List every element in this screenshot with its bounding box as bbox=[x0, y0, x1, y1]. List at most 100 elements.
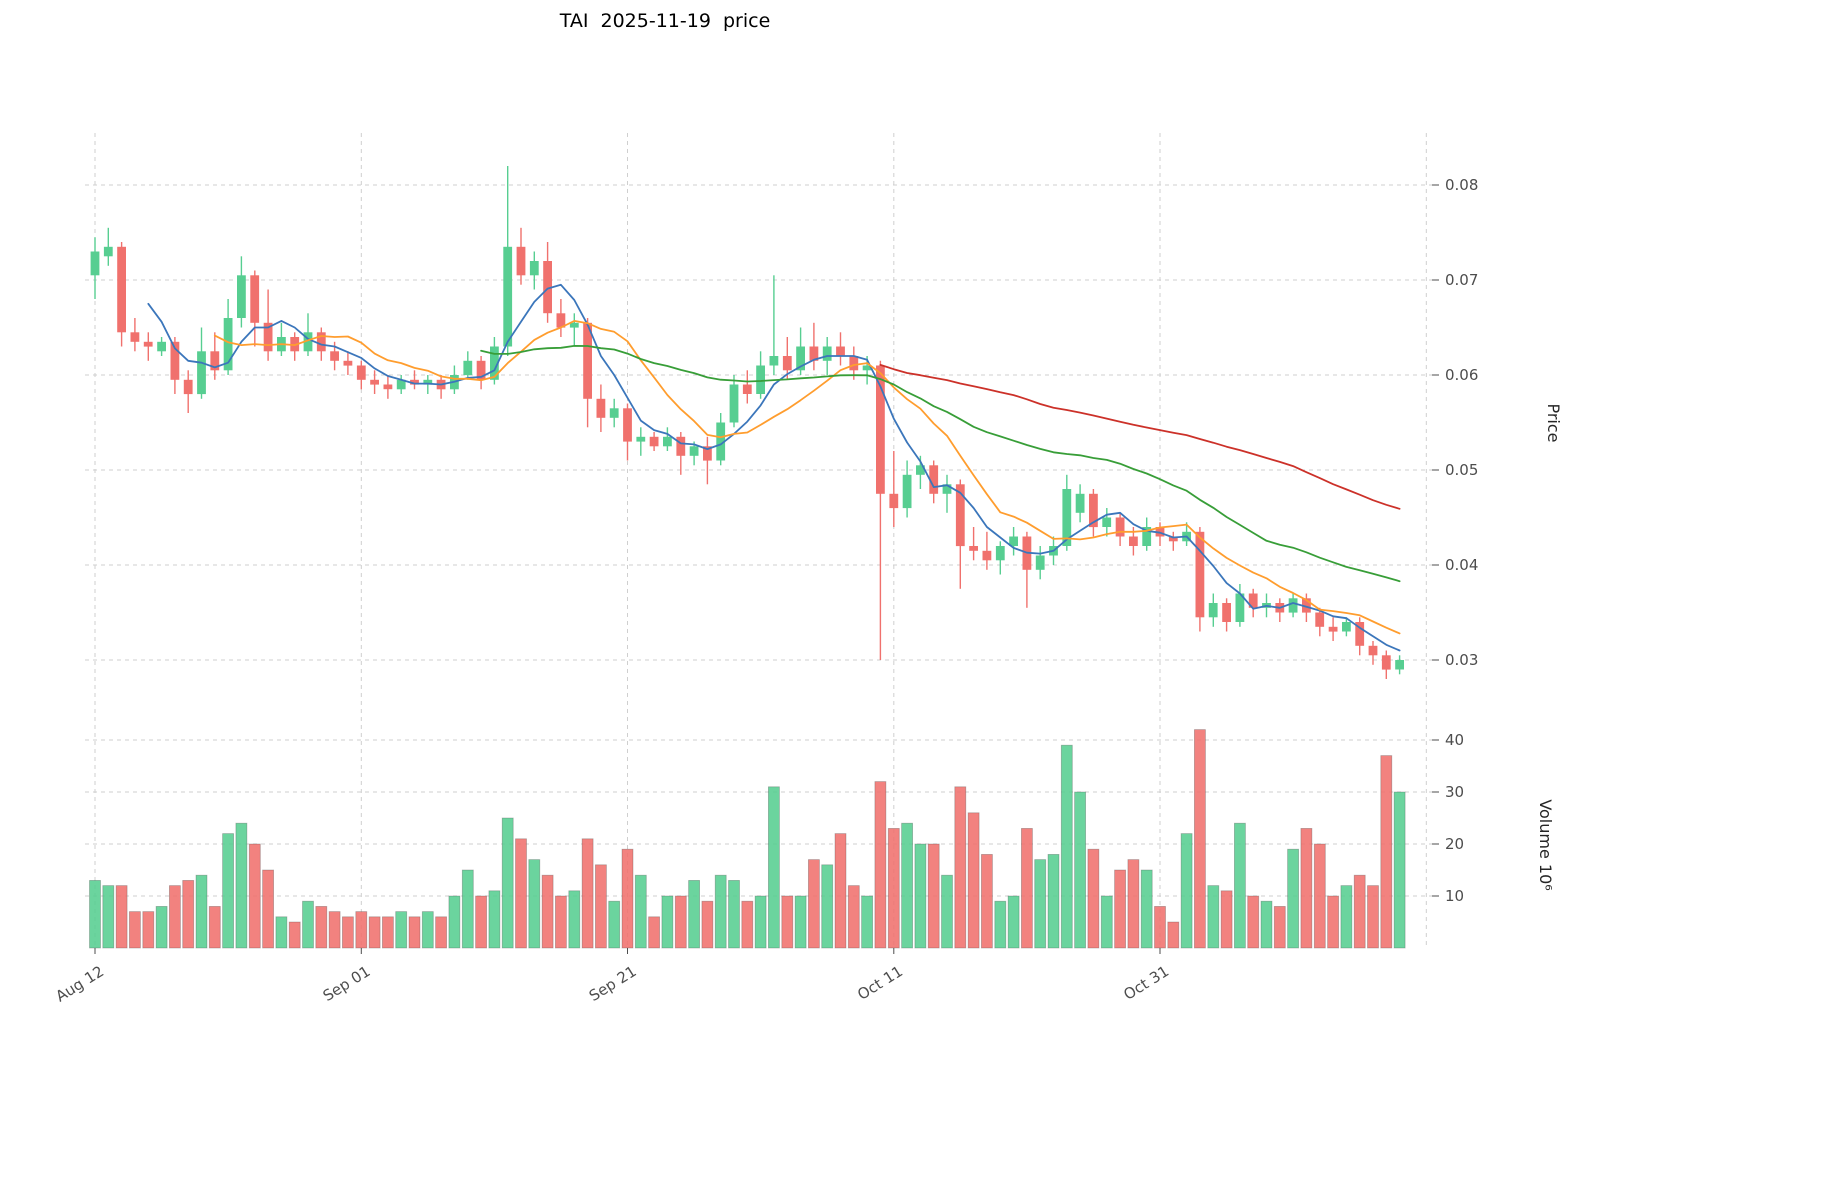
candle-body bbox=[663, 436, 672, 447]
x-tick-label: Oct 31 bbox=[1120, 962, 1172, 1004]
volume-tick-label: 20 bbox=[1445, 835, 1464, 853]
candle-body bbox=[503, 246, 513, 347]
candle-body bbox=[356, 365, 366, 380]
candle-body bbox=[490, 346, 499, 380]
y-axis-ticks: 0.03 0.04 0.05 0.06 0.07 0.08 10 20 30 40 bbox=[1432, 176, 1478, 905]
volume-bar bbox=[475, 895, 488, 949]
candle-body bbox=[969, 546, 978, 551]
volume-bar bbox=[621, 848, 634, 949]
volume-bar bbox=[688, 880, 700, 949]
candle-body bbox=[849, 356, 859, 371]
volume-bar bbox=[648, 916, 660, 949]
candle-body bbox=[463, 360, 473, 376]
volume-bar bbox=[834, 833, 847, 949]
volume-bar bbox=[1194, 729, 1206, 949]
volume-bar bbox=[461, 869, 474, 949]
candle-body bbox=[543, 261, 552, 314]
volume-bar bbox=[448, 895, 461, 949]
x-tick-label: Sep 21 bbox=[586, 962, 640, 1005]
volume-bar bbox=[1273, 906, 1286, 949]
candle-body bbox=[237, 275, 246, 318]
volume-bar bbox=[1207, 885, 1220, 949]
candle-body bbox=[343, 360, 353, 366]
volume-bar bbox=[395, 911, 408, 949]
volume-bar bbox=[1247, 895, 1260, 949]
volume-bar bbox=[248, 843, 261, 949]
volume-bar bbox=[847, 885, 860, 949]
candle-body bbox=[1355, 622, 1365, 646]
candle-body bbox=[862, 365, 872, 371]
price-tick-label: 0.05 bbox=[1445, 461, 1478, 479]
candle-body bbox=[1155, 527, 1165, 537]
candle-body bbox=[583, 322, 592, 399]
price-axis-label: Price bbox=[1544, 403, 1563, 442]
volume-bar bbox=[1367, 885, 1379, 949]
candle-body bbox=[1395, 660, 1404, 670]
x-tick-label: Oct 11 bbox=[854, 962, 906, 1004]
candle-body bbox=[1222, 603, 1231, 622]
candle-body bbox=[1248, 593, 1258, 608]
volume-bar bbox=[541, 874, 554, 949]
volume-bar bbox=[1140, 869, 1153, 949]
candle-body bbox=[782, 356, 792, 371]
volume-bar bbox=[1154, 906, 1166, 949]
candle-body bbox=[596, 398, 606, 418]
volume-bar bbox=[488, 890, 501, 949]
volume-bar bbox=[408, 916, 421, 949]
volume-bar bbox=[1047, 854, 1060, 949]
volume-bar bbox=[821, 864, 834, 949]
candle-body bbox=[130, 332, 140, 342]
volume-bar bbox=[1180, 833, 1193, 949]
volume-bar bbox=[1393, 791, 1406, 949]
candle-body bbox=[383, 384, 393, 390]
candle-body bbox=[183, 379, 193, 395]
candle-body bbox=[143, 341, 153, 347]
volume-bar bbox=[887, 828, 900, 949]
volume-bar bbox=[262, 869, 275, 949]
volume-bar bbox=[754, 895, 767, 949]
volume-tick-label: 40 bbox=[1445, 731, 1464, 749]
chart-title: TAI 2025-11-19 price bbox=[559, 10, 771, 32]
price-tick-label: 0.03 bbox=[1445, 651, 1478, 669]
x-tick-label: Aug 12 bbox=[53, 962, 108, 1005]
candle-body bbox=[117, 246, 126, 333]
candle-body bbox=[796, 346, 805, 371]
candle-body bbox=[809, 346, 819, 361]
candle-body bbox=[316, 332, 326, 352]
ma5-line bbox=[147, 283, 1401, 652]
volume-bar bbox=[355, 911, 368, 949]
price-tick-label: 0.06 bbox=[1445, 366, 1478, 384]
candle-body bbox=[410, 379, 419, 385]
volume-tick-label: 30 bbox=[1445, 783, 1464, 801]
candle-body bbox=[929, 465, 939, 494]
volume-bar bbox=[515, 838, 527, 949]
volume-bar bbox=[608, 900, 621, 949]
candle-body bbox=[1075, 493, 1085, 513]
candle-body bbox=[729, 384, 739, 423]
volume-bar bbox=[581, 838, 594, 949]
volume-bar bbox=[794, 895, 807, 949]
candle-body bbox=[423, 379, 433, 385]
volume-bar bbox=[1167, 921, 1180, 949]
volume-bar bbox=[568, 890, 581, 949]
price-tick-label: 0.04 bbox=[1445, 556, 1478, 574]
candle-body bbox=[516, 246, 526, 276]
x-axis-ticks: Aug 12 Sep 01 Sep 21 Oct 11 Oct 31 bbox=[53, 948, 1172, 1006]
volume-bar bbox=[1100, 895, 1113, 949]
candle-body bbox=[1342, 622, 1351, 632]
volume-bar bbox=[222, 833, 235, 949]
candle-body bbox=[1208, 603, 1218, 618]
candle-body bbox=[822, 346, 832, 361]
volume-bar bbox=[1300, 828, 1313, 949]
candle-body bbox=[836, 346, 845, 356]
volume-bar bbox=[1114, 869, 1126, 949]
volume-bar bbox=[714, 874, 727, 949]
candle-body bbox=[1168, 536, 1178, 542]
candle-body bbox=[263, 322, 273, 352]
candle-body bbox=[955, 484, 965, 547]
volume-bar bbox=[901, 822, 913, 949]
x-tick-label: Sep 01 bbox=[320, 962, 374, 1005]
volume-bar bbox=[1340, 885, 1353, 949]
ma60-line bbox=[879, 363, 1401, 510]
candle-body bbox=[396, 379, 406, 390]
